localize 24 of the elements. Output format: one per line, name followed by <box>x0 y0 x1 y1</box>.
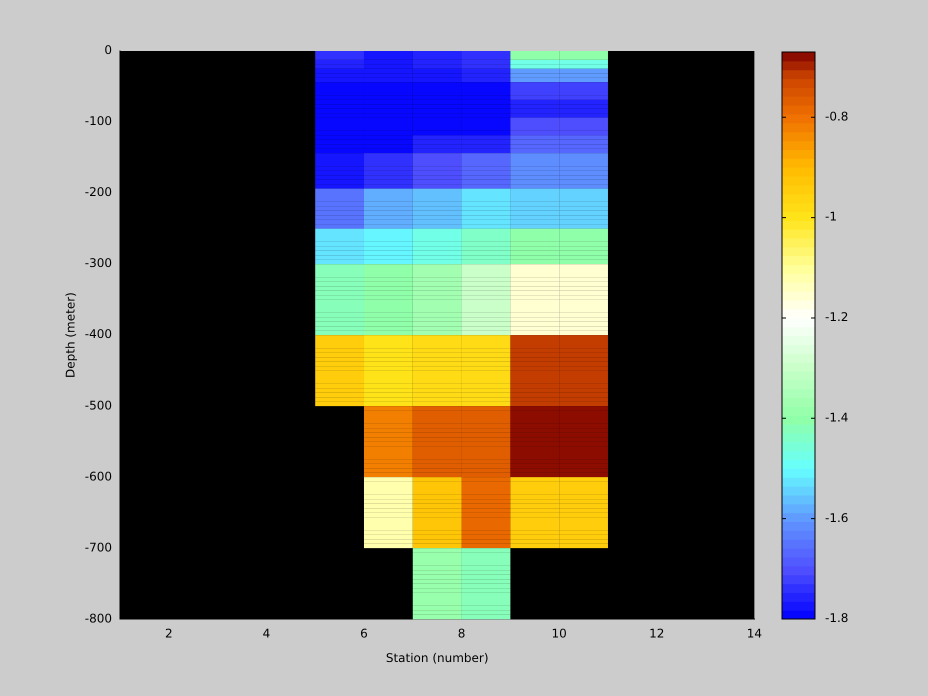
y-tick-label: -200 <box>84 185 112 200</box>
y-tick-label: -400 <box>84 327 112 342</box>
x-tick-label: 2 <box>164 626 173 641</box>
y-axis-title: Depth (meter) <box>63 292 78 378</box>
color-bar-label: -1.4 <box>825 410 848 424</box>
x-tick-label: 10 <box>552 626 567 641</box>
x-axis-title: Station (number) <box>386 650 489 665</box>
y-tick-label: -500 <box>84 398 112 412</box>
y-tick-label: 0 <box>104 43 112 58</box>
color-bar-label: -1.6 <box>825 510 848 525</box>
x-tick-label: 8 <box>458 626 466 641</box>
x-tick-label: 4 <box>262 626 270 641</box>
y-tick-label: -300 <box>84 256 112 270</box>
color-bar-label: -1.2 <box>825 310 848 324</box>
color-bar-label: -1.8 <box>825 611 848 626</box>
x-tick-label: 14 <box>746 626 762 641</box>
color-bar-label: -0.8 <box>825 109 848 124</box>
color-bar-label: -1 <box>825 210 837 224</box>
x-tick-label: 6 <box>360 626 368 641</box>
y-tick-label: -700 <box>84 540 112 554</box>
y-tick-label: -600 <box>84 469 112 484</box>
x-tick-label: 12 <box>649 626 664 641</box>
y-tick-label: -800 <box>84 611 112 626</box>
y-tick-label: -100 <box>84 114 112 128</box>
